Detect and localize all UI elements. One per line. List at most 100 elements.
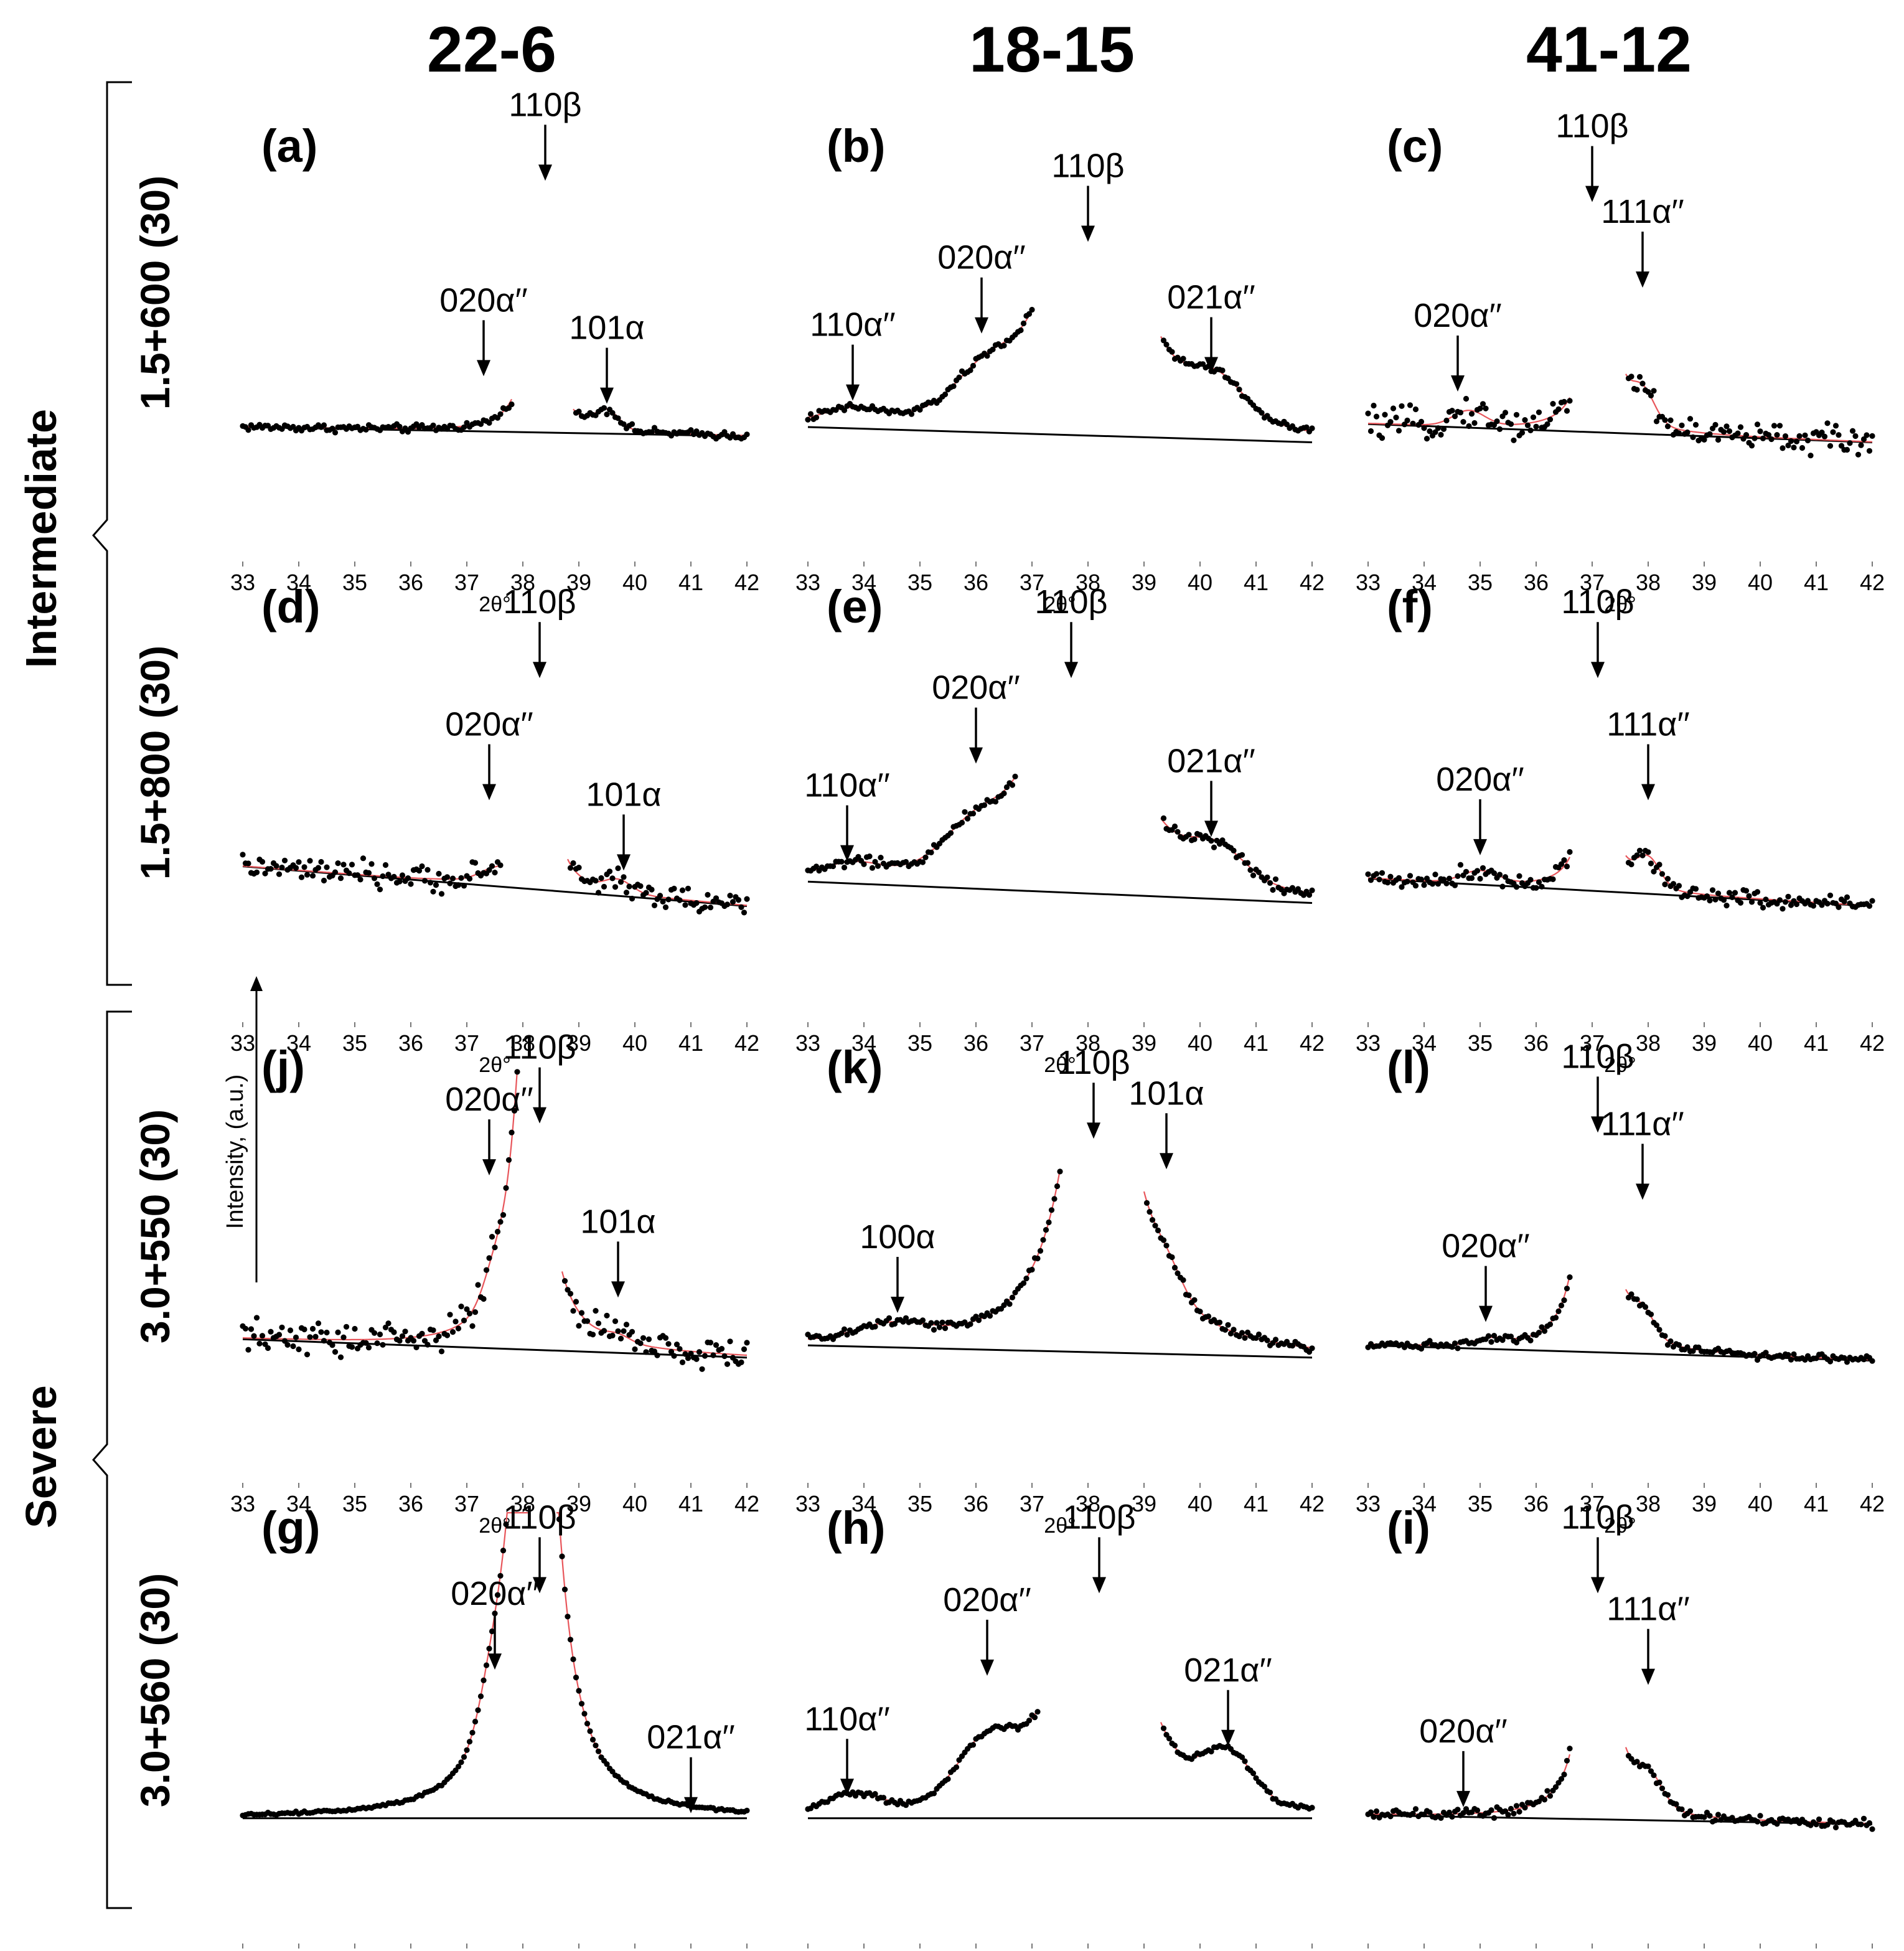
data-point: [660, 898, 666, 905]
data-point: [1558, 1302, 1565, 1309]
data-point: [1869, 898, 1875, 904]
x-tick-label: 38: [1636, 570, 1661, 595]
data-point: [481, 1295, 487, 1302]
peak-label: 110β: [1051, 147, 1124, 184]
data-point: [573, 1299, 579, 1305]
data-point: [718, 1346, 725, 1352]
data-point: [1309, 425, 1315, 431]
x-tick-label: 42: [734, 1491, 759, 1516]
data-point: [1160, 337, 1167, 344]
data-point: [693, 900, 700, 906]
data-point: [340, 862, 347, 868]
fit-curve-right: [561, 1271, 748, 1356]
data-point: [1186, 832, 1192, 838]
data-point: [511, 1107, 518, 1114]
data-point: [844, 1332, 850, 1338]
data-point: [1043, 1227, 1049, 1233]
data-point: [1824, 420, 1831, 426]
data-point: [337, 875, 344, 881]
peak-label: 110β: [1057, 1044, 1130, 1081]
data-point: [1438, 1815, 1444, 1821]
x-tick-label: 37: [1580, 1030, 1605, 1056]
data-point: [612, 1318, 619, 1324]
data-point: [352, 1325, 358, 1332]
data-point: [466, 875, 473, 882]
data-point: [408, 881, 414, 887]
x-axis-title: 2θ°: [1604, 1053, 1636, 1077]
x-tick-label: 41: [678, 570, 703, 595]
fit-curve-left: [1367, 857, 1570, 882]
data-point: [391, 873, 397, 880]
data-point: [1020, 320, 1027, 327]
data-point: [1860, 436, 1867, 443]
data-point: [744, 431, 750, 438]
data-point: [1774, 432, 1780, 438]
data-point: [1306, 892, 1313, 898]
data-point: [1029, 306, 1035, 313]
annotation-arrowhead: [488, 1653, 502, 1670]
annotation-arrowhead: [611, 1281, 625, 1298]
data-point: [1679, 422, 1685, 428]
data-point: [1152, 1223, 1158, 1229]
data-point: [1651, 388, 1657, 394]
annotation-arrowhead: [1641, 1668, 1655, 1685]
data-point: [430, 1327, 436, 1333]
x-tick-label: 35: [1468, 1491, 1493, 1516]
data-point: [329, 425, 335, 432]
data-point: [1788, 902, 1794, 908]
data-point: [1782, 433, 1789, 440]
data-point: [363, 1340, 369, 1346]
data-point: [1544, 1788, 1550, 1794]
data-point: [461, 1317, 467, 1323]
data-point: [931, 1327, 937, 1333]
data-point: [1474, 868, 1481, 874]
data-point: [273, 863, 279, 869]
data-point: [984, 353, 990, 359]
panels-layer: (a) 110β 020α′′ 101α 33 34 35 36 37 38 39 40 41 42 2θ°…: [230, 86, 1885, 1949]
data-point: [464, 420, 470, 426]
data-point: [433, 882, 439, 888]
data-point: [651, 902, 658, 908]
data-point: [1166, 1736, 1173, 1742]
data-point: [1858, 1822, 1864, 1828]
data-point: [346, 870, 352, 877]
data-point: [1628, 374, 1634, 380]
data-point: [595, 1748, 602, 1754]
data-point: [321, 1338, 327, 1344]
data-point: [903, 858, 909, 865]
peak-label: 111α′′: [1606, 706, 1690, 743]
data-point: [1827, 892, 1834, 898]
data-point: [1748, 899, 1755, 905]
data-point: [1247, 867, 1254, 873]
data-point: [1384, 880, 1391, 886]
data-point: [1547, 416, 1554, 423]
data-point: [629, 1328, 635, 1335]
data-point: [576, 408, 582, 415]
data-point: [1511, 1810, 1517, 1817]
x-tick-label: 42: [1860, 1030, 1885, 1056]
data-point: [253, 869, 260, 875]
data-point: [1491, 1815, 1498, 1821]
data-point: [813, 863, 820, 870]
data-point: [1451, 882, 1458, 888]
peak-label: 101α: [569, 309, 644, 347]
annotation-arrowhead: [1221, 1729, 1235, 1746]
data-point: [477, 1693, 484, 1699]
data-point: [576, 1688, 582, 1694]
data-point: [466, 1310, 473, 1317]
annotation-arrowhead: [1456, 1790, 1470, 1807]
data-point: [1819, 430, 1825, 436]
data-point: [1169, 349, 1175, 355]
data-point: [1423, 436, 1430, 442]
data-point: [903, 1315, 909, 1321]
background-line: [807, 1344, 1313, 1359]
data-point: [878, 855, 884, 861]
data-point: [464, 1747, 470, 1753]
data-point: [1508, 421, 1514, 427]
data-point: [1664, 1792, 1671, 1798]
peak-label: 110α′′: [804, 767, 890, 804]
data-point: [623, 1322, 630, 1328]
data-point: [497, 1219, 504, 1225]
data-point: [1367, 877, 1374, 883]
data-point: [1676, 430, 1682, 436]
